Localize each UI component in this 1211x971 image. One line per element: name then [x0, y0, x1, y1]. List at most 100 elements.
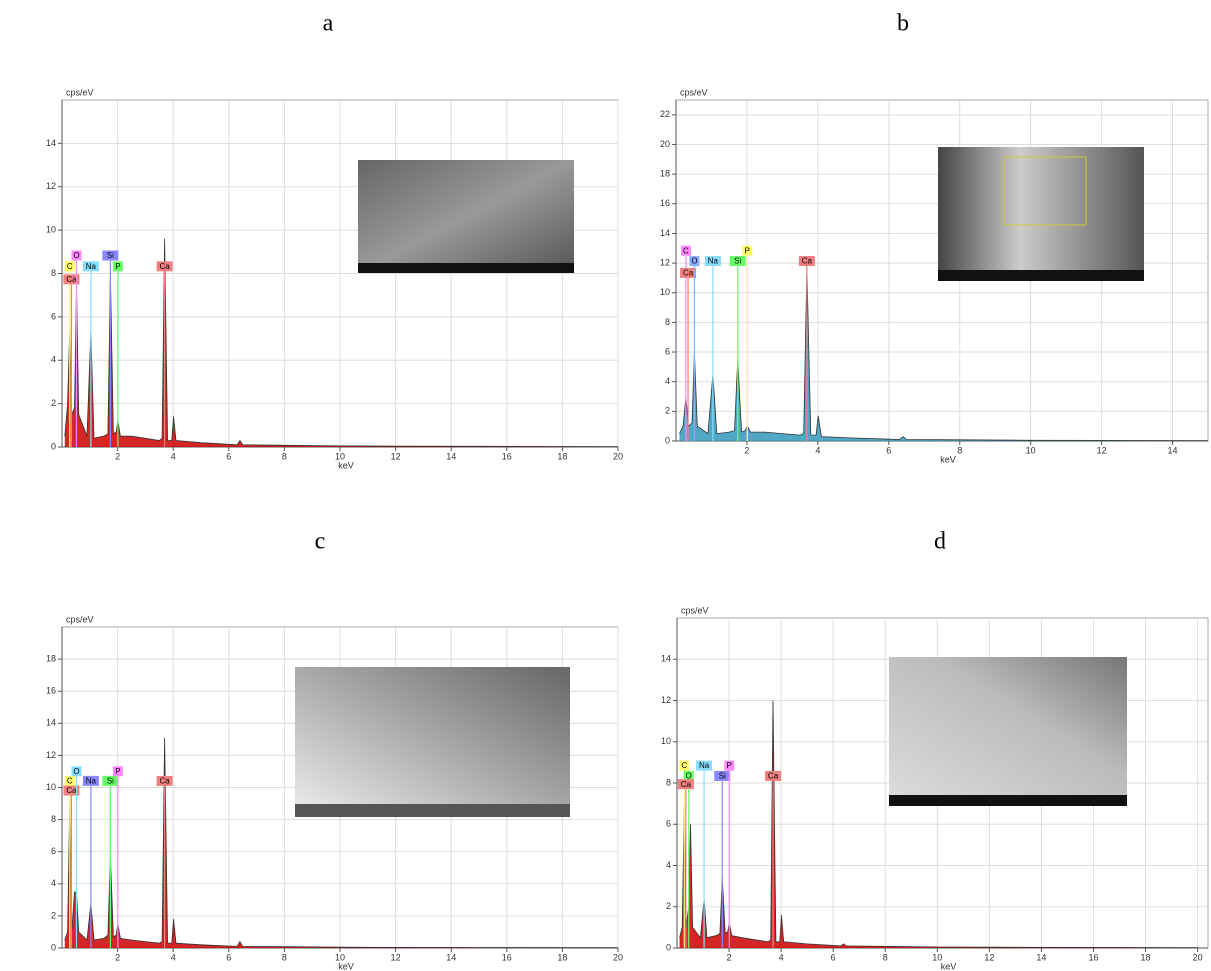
x-axis-label: keV — [940, 454, 956, 464]
y-tick-label: 12 — [661, 695, 671, 705]
element-tag: Si — [719, 772, 726, 781]
x-tick-label: 2 — [727, 952, 732, 962]
element-tag: Na — [699, 761, 710, 770]
x-tick-label: 4 — [779, 952, 784, 962]
element-tag: Ca — [159, 777, 170, 786]
element-tag: Ca — [66, 275, 77, 284]
x-tick-label: 12 — [391, 952, 401, 962]
x-tick-label: 16 — [1088, 952, 1098, 962]
y-tick-label: 16 — [46, 686, 56, 696]
element-tag: Ca — [683, 269, 694, 278]
element-tag-box — [677, 779, 694, 790]
sem-info-bar — [295, 804, 570, 817]
sem-image — [295, 667, 570, 817]
sem-image — [889, 657, 1127, 806]
sem-info-bar — [938, 270, 1144, 281]
spectrum-line — [679, 267, 1209, 441]
y-tick-label: 12 — [46, 750, 56, 760]
element-tag: Si — [107, 251, 114, 260]
y-tick-label: 10 — [46, 225, 56, 235]
sem-image — [938, 147, 1144, 281]
element-tag: C — [67, 777, 73, 786]
x-tick-label: 4 — [171, 952, 176, 962]
x-tick-label: 20 — [613, 451, 623, 461]
element-tag: P — [115, 767, 120, 776]
y-tick-label: 18 — [46, 653, 56, 663]
y-tick-label: 14 — [46, 718, 56, 728]
y-tick-label: 4 — [51, 878, 56, 888]
element-tag: Ca — [159, 262, 170, 271]
element-tag-box — [156, 775, 173, 786]
sem-info-bar — [889, 795, 1127, 806]
element-tag-box — [112, 261, 123, 272]
x-axis-label: keV — [941, 961, 957, 971]
x-tick-label: 2 — [115, 952, 120, 962]
sem-roi — [1003, 156, 1087, 226]
element-tag-box — [680, 245, 691, 256]
y-tick-label: 6 — [51, 846, 56, 856]
element-tag: Si — [107, 777, 114, 786]
element-tag-box — [689, 256, 700, 267]
x-tick-label: 12 — [1097, 445, 1107, 455]
x-tick-label: 6 — [226, 952, 231, 962]
element-tag-box — [798, 256, 815, 267]
y-tick-label: 8 — [666, 777, 671, 787]
element-tag-box — [714, 770, 731, 781]
y-tick-label: 4 — [51, 355, 56, 365]
element-tag: C — [683, 246, 689, 255]
y-tick-label: 0 — [666, 942, 671, 952]
element-tag-box — [82, 775, 99, 786]
element-tag-box — [102, 775, 119, 786]
y-axis-label: cps/eV — [680, 87, 708, 97]
x-tick-label: 18 — [557, 451, 567, 461]
element-tag: P — [745, 246, 750, 255]
x-axis-label: keV — [338, 460, 354, 470]
x-tick-label: 14 — [446, 952, 456, 962]
x-tick-label: 10 — [335, 451, 345, 461]
element-tag-box — [71, 766, 82, 777]
x-tick-label: 4 — [171, 451, 176, 461]
x-tick-label: 8 — [282, 952, 287, 962]
x-tick-label: 12 — [391, 451, 401, 461]
y-tick-label: 14 — [660, 228, 670, 238]
y-tick-label: 16 — [660, 198, 670, 208]
element-tag-box — [683, 770, 694, 781]
y-tick-label: 20 — [660, 139, 670, 149]
y-tick-label: 10 — [660, 287, 670, 297]
element-tag: Ca — [768, 772, 779, 781]
x-tick-label: 14 — [446, 451, 456, 461]
element-tag: P — [115, 262, 120, 271]
x-tick-label: 6 — [886, 445, 891, 455]
element-tag-box — [102, 250, 119, 261]
x-tick-label: 18 — [1141, 952, 1151, 962]
y-tick-label: 6 — [51, 311, 56, 321]
x-tick-label: 10 — [1026, 445, 1036, 455]
element-tag-box — [64, 261, 75, 272]
element-tag-box — [765, 770, 782, 781]
y-tick-label: 8 — [51, 268, 56, 278]
y-tick-label: 6 — [665, 346, 670, 356]
y-tick-label: 12 — [46, 181, 56, 191]
y-tick-label: 4 — [665, 376, 670, 386]
panel-label: a — [323, 11, 334, 37]
y-tick-label: 2 — [51, 398, 56, 408]
element-tag-box — [71, 250, 82, 261]
y-tick-label: 22 — [660, 109, 670, 119]
element-tag: P — [727, 761, 732, 770]
x-tick-label: 10 — [932, 952, 942, 962]
element-tag-box — [729, 256, 746, 267]
x-tick-label: 12 — [984, 952, 994, 962]
y-tick-label: 0 — [51, 441, 56, 451]
element-tag-box — [64, 775, 75, 786]
element-tag-box — [112, 766, 123, 777]
y-tick-label: 18 — [660, 169, 670, 179]
y-tick-label: 2 — [51, 910, 56, 920]
element-tag-box — [680, 267, 697, 278]
y-tick-label: 10 — [46, 782, 56, 792]
y-axis-label: cps/eV — [66, 87, 94, 97]
element-tag: O — [73, 251, 79, 260]
sem-info-bar — [358, 263, 574, 273]
element-tag: Na — [86, 262, 97, 271]
spectrum-line — [64, 238, 619, 447]
